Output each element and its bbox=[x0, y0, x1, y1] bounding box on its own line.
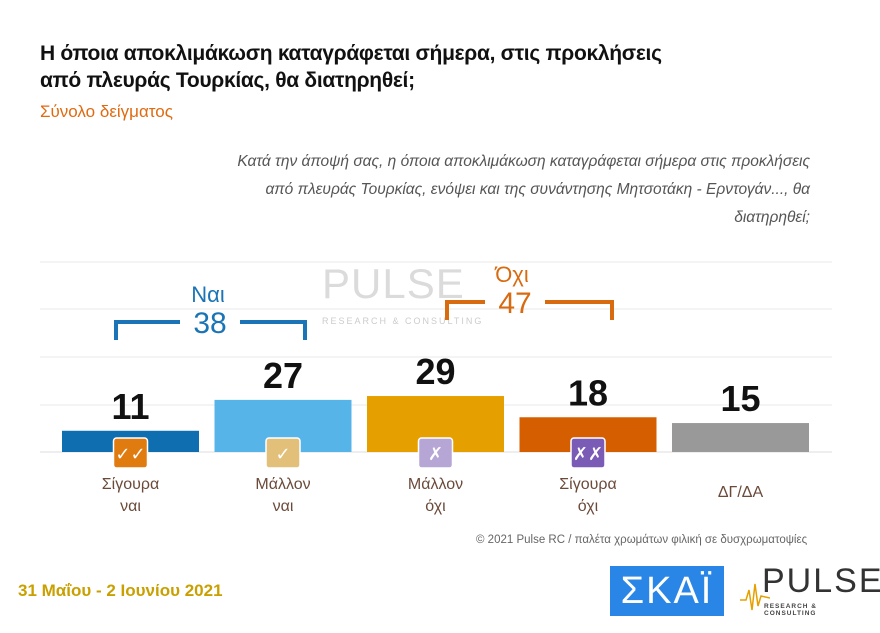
group-label: Ναι bbox=[191, 282, 225, 307]
chart-subtitle: Σύνολο δείγματος bbox=[40, 102, 173, 121]
pulse-logo: PULSE RESEARCH & CONSULTING bbox=[740, 562, 880, 617]
pulse-logo-sub: RESEARCH & CONSULTING bbox=[764, 603, 817, 617]
category-label: ΔΓ/ΔΑ bbox=[718, 484, 764, 501]
category-label: Σίγουρα bbox=[102, 476, 159, 493]
category-label: Σίγουρα bbox=[559, 476, 616, 493]
data-label: 18 bbox=[568, 372, 608, 413]
pulse-wave-icon bbox=[740, 583, 770, 611]
category-label: Μάλλον bbox=[408, 476, 463, 493]
skai-logo: ΣΚΑΪ bbox=[610, 566, 724, 616]
double-check-icon-glyph: ✓✓ bbox=[115, 444, 145, 465]
data-label: 29 bbox=[415, 351, 455, 392]
cross-icon bbox=[417, 437, 454, 469]
pulse-logo-word: PULSE bbox=[762, 562, 880, 600]
copyright-note: © 2021 Pulse RC / παλέτα χρωμάτων φιλική… bbox=[476, 534, 808, 546]
cross-icon-glyph: ✗ bbox=[428, 444, 443, 465]
double-cross-icon bbox=[570, 437, 606, 469]
data-label: 15 bbox=[720, 378, 760, 419]
data-label: 11 bbox=[111, 386, 149, 427]
category-label: Μάλλον bbox=[255, 476, 310, 493]
group-total: 47 bbox=[498, 287, 531, 320]
category-label: όχι bbox=[425, 498, 446, 515]
check-icon-glyph: ✓ bbox=[275, 444, 290, 465]
double-cross-icon-glyph: ✗✗ bbox=[573, 444, 603, 465]
double-check-icon bbox=[112, 437, 149, 469]
group-label: Όχι bbox=[494, 262, 529, 287]
group-bracket-1 bbox=[445, 300, 614, 320]
survey-date: 31 Μαΐου - 2 Ιουνίου 2021 bbox=[18, 581, 223, 600]
group-bracket-0 bbox=[114, 320, 307, 340]
group-total: 38 bbox=[193, 307, 226, 340]
category-label: ναι bbox=[120, 498, 141, 515]
watermark-logo: PULSE bbox=[322, 260, 465, 307]
bar-4 bbox=[672, 423, 809, 452]
category-label: όχι bbox=[578, 498, 599, 515]
data-label: 27 bbox=[263, 355, 303, 396]
watermark-sub: RESEARCH & CONSULTING bbox=[322, 316, 484, 326]
chart-title: Η όποια αποκλιμάκωση καταγράφεται σήμερα… bbox=[40, 42, 662, 92]
survey-question: Κατά την άποψή σας, η όποια αποκλιμάκωση… bbox=[237, 153, 810, 226]
category-label: ναι bbox=[273, 498, 294, 515]
check-icon bbox=[265, 437, 301, 469]
